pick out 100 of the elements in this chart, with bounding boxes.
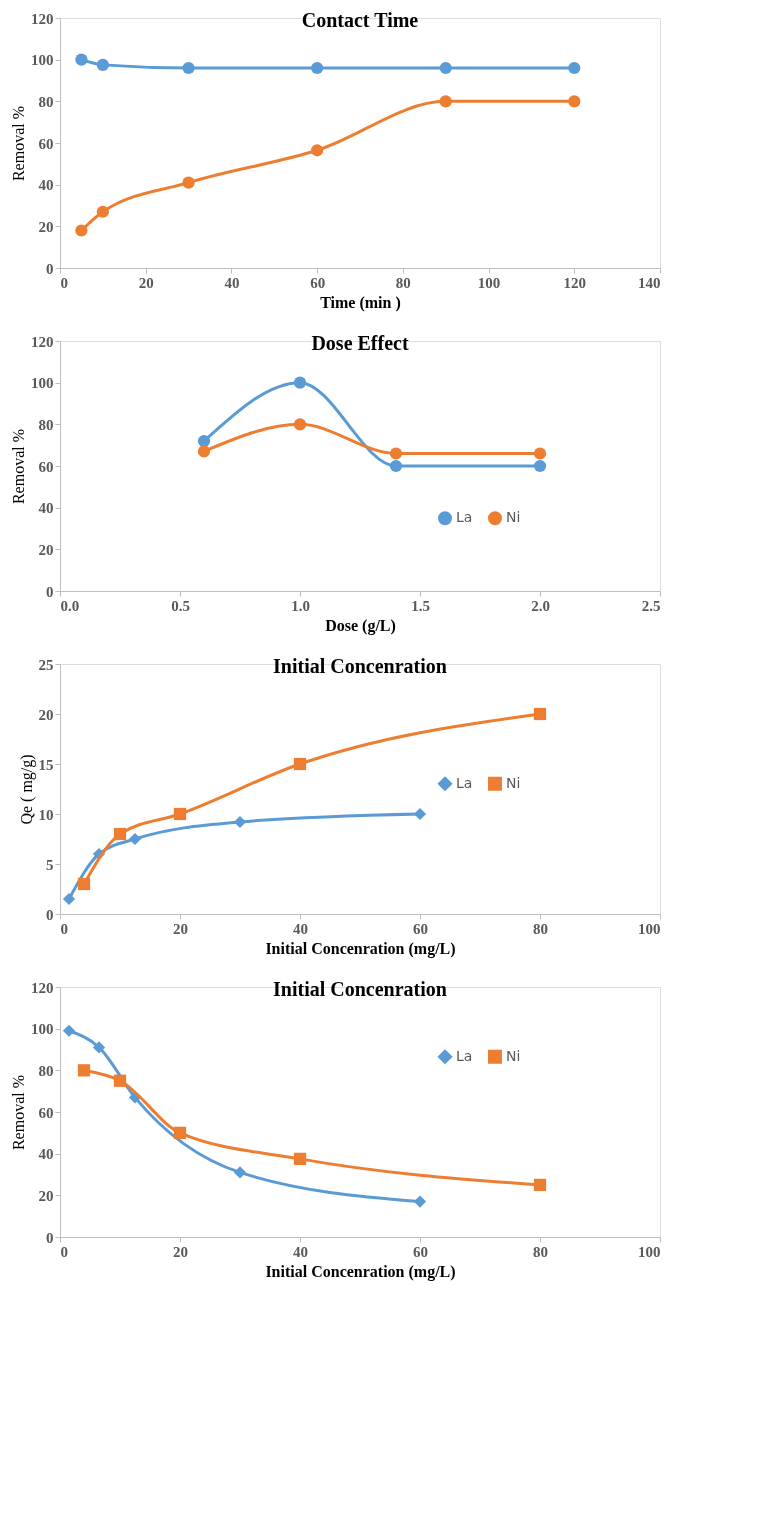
point bbox=[173, 1126, 187, 1139]
point bbox=[75, 224, 88, 237]
y-tick-label: 40 bbox=[38, 1146, 54, 1163]
y-tick-label: 20 bbox=[38, 218, 54, 235]
point bbox=[293, 757, 307, 771]
y-tick-label: 25 bbox=[38, 656, 54, 673]
point bbox=[182, 176, 195, 189]
y-tick-label: 0 bbox=[46, 1229, 54, 1246]
legend-label: La bbox=[456, 1047, 473, 1064]
x-tick-label: 40 bbox=[293, 1243, 308, 1260]
chart-title: Dose Effect bbox=[311, 332, 409, 354]
point bbox=[533, 707, 547, 721]
point bbox=[233, 815, 247, 829]
x-tick-label: 80 bbox=[395, 274, 411, 291]
x-tick-label: 60 bbox=[413, 920, 428, 937]
point bbox=[439, 95, 452, 108]
x-tick-label: 120 bbox=[563, 274, 587, 291]
point bbox=[77, 877, 91, 891]
point bbox=[568, 61, 581, 75]
y-tick-label: 120 bbox=[31, 979, 54, 996]
point bbox=[182, 61, 195, 75]
point bbox=[128, 832, 142, 846]
x-tick-label: 0 bbox=[60, 920, 68, 937]
point bbox=[413, 1195, 427, 1208]
legend-label: Ni bbox=[506, 509, 521, 526]
point bbox=[173, 807, 187, 821]
legend-label: Ni bbox=[506, 774, 521, 791]
x-tick-label: 0 bbox=[60, 274, 68, 291]
y-tick-label: 80 bbox=[38, 416, 54, 433]
x-tick-label: 0 bbox=[60, 1243, 68, 1260]
point bbox=[293, 1152, 307, 1165]
x-tick-label: 1.5 bbox=[411, 597, 430, 614]
y-tick-label: 0 bbox=[46, 583, 54, 600]
x-tick-label: 2.0 bbox=[531, 597, 550, 614]
chart-title: Contact Time bbox=[301, 9, 419, 31]
y-tick-label: 0 bbox=[46, 906, 54, 923]
y-tick-label: 120 bbox=[31, 333, 54, 350]
y-tick-label: 100 bbox=[31, 375, 54, 392]
y-axis-title: Removal % bbox=[10, 1074, 27, 1151]
legend-label: Ni bbox=[506, 1047, 521, 1064]
y-axis-title: Removal % bbox=[10, 105, 27, 182]
point bbox=[113, 827, 127, 841]
point bbox=[413, 807, 427, 821]
x-tick-label: 40 bbox=[224, 274, 240, 291]
x-tick-label: 60 bbox=[310, 274, 326, 291]
y-tick-label: 15 bbox=[38, 756, 54, 773]
y-tick-label: 20 bbox=[38, 706, 54, 723]
point bbox=[311, 144, 324, 157]
x-tick-label: 0.5 bbox=[171, 597, 190, 614]
point bbox=[77, 1064, 91, 1077]
x-tick-label: 60 bbox=[413, 1243, 428, 1260]
point bbox=[92, 1041, 106, 1054]
y-tick-label: 60 bbox=[38, 1104, 54, 1121]
y-tick-label: 80 bbox=[38, 1062, 54, 1079]
y-tick-label: 80 bbox=[38, 93, 54, 110]
x-axis-title: Initial Concenration (mg/L) bbox=[265, 1262, 456, 1281]
y-tick-label: 60 bbox=[38, 135, 54, 152]
x-axis-title: Initial Concenration (mg/L) bbox=[265, 939, 456, 958]
x-tick-label: 20 bbox=[173, 920, 188, 937]
point bbox=[96, 205, 109, 218]
x-tick-label: 100 bbox=[638, 1243, 661, 1260]
x-tick-label: 20 bbox=[173, 1243, 188, 1260]
point bbox=[96, 58, 109, 71]
point bbox=[233, 1166, 247, 1179]
point bbox=[62, 892, 76, 906]
y-tick-label: 60 bbox=[38, 458, 54, 475]
point bbox=[311, 61, 324, 75]
y-tick-label: 40 bbox=[38, 500, 54, 517]
y-tick-label: 20 bbox=[38, 1187, 54, 1204]
point bbox=[533, 1178, 547, 1192]
point bbox=[568, 95, 581, 108]
x-tick-label: 80 bbox=[533, 920, 548, 937]
point bbox=[113, 1074, 127, 1087]
legend-label: La bbox=[456, 509, 473, 526]
x-tick-label: 2.5 bbox=[641, 597, 661, 614]
x-tick-label: 100 bbox=[638, 920, 661, 937]
y-tick-label: 120 bbox=[31, 10, 54, 27]
x-tick-label: 20 bbox=[138, 274, 154, 291]
legend-label: La bbox=[456, 774, 473, 791]
y-tick-label: 100 bbox=[31, 52, 54, 69]
y-tick-label: 20 bbox=[38, 541, 54, 558]
y-tick-label: 5 bbox=[46, 856, 54, 873]
x-tick-label: 100 bbox=[477, 274, 501, 291]
y-tick-label: 0 bbox=[46, 260, 54, 277]
x-axis-title: Time (min ) bbox=[320, 293, 401, 312]
x-tick-label: 140 bbox=[638, 274, 661, 291]
x-tick-label: 1.0 bbox=[291, 597, 310, 614]
point bbox=[439, 61, 452, 75]
x-tick-label: 80 bbox=[533, 1243, 548, 1260]
x-tick-label: 0.0 bbox=[60, 597, 80, 614]
chart-title: Initial Concenration bbox=[273, 978, 447, 1000]
x-axis-title: Dose (g/L) bbox=[325, 616, 396, 635]
y-axis-title: Removal % bbox=[10, 428, 27, 505]
chart-title: Initial Concenration bbox=[273, 655, 447, 677]
y-tick-label: 100 bbox=[31, 1021, 54, 1038]
y-axis-title: Qe ( mg/g) bbox=[17, 754, 36, 825]
point bbox=[62, 1024, 76, 1037]
y-tick-label: 40 bbox=[38, 177, 54, 194]
y-tick-label: 10 bbox=[38, 806, 54, 823]
point bbox=[75, 53, 88, 66]
